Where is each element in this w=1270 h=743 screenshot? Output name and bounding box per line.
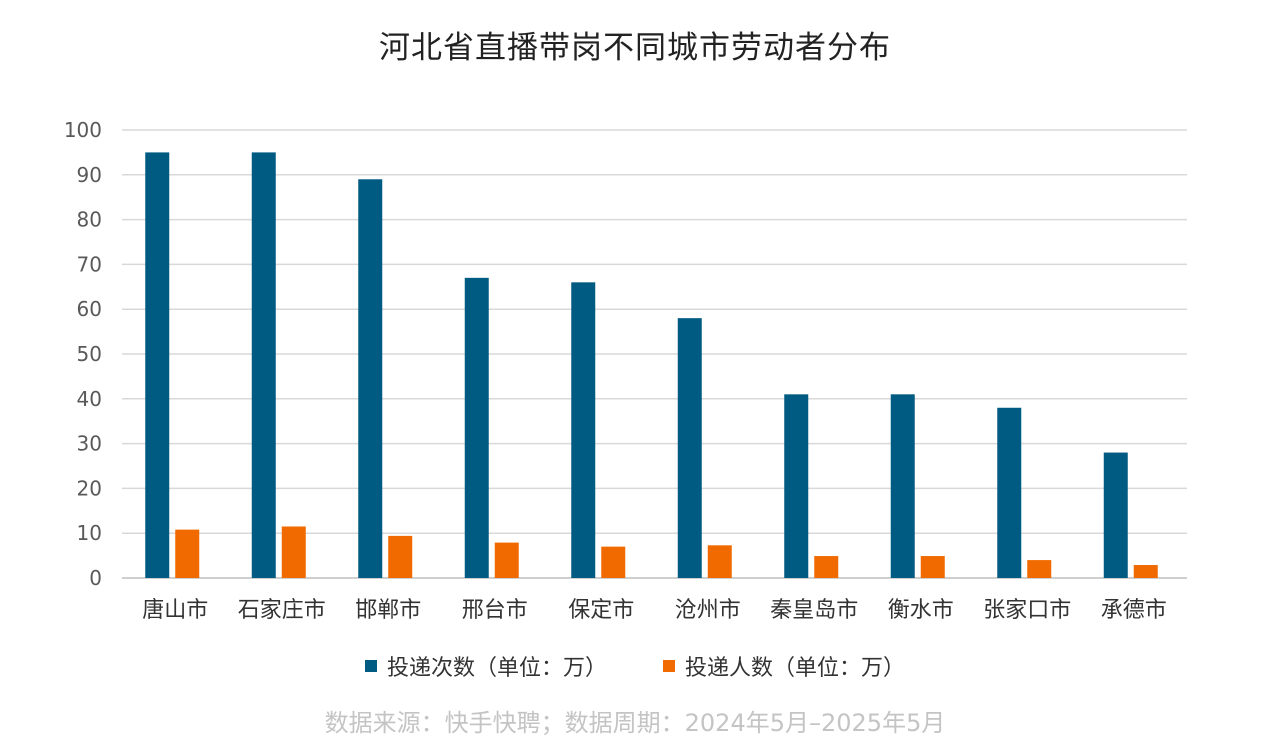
x-tick-label: 保定市 bbox=[568, 598, 634, 623]
bars bbox=[145, 152, 1158, 578]
bar-applicants-9 bbox=[1133, 565, 1158, 578]
x-tick-label: 秦皇岛市 bbox=[770, 598, 858, 623]
x-tick-label: 沧州市 bbox=[675, 598, 741, 623]
y-tick-label: 0 bbox=[89, 566, 102, 590]
bar-submissions-3 bbox=[464, 277, 489, 578]
bar-applicants-2 bbox=[388, 535, 413, 578]
y-tick-label: 70 bbox=[77, 252, 102, 276]
bar-submissions-7 bbox=[890, 394, 915, 578]
bar-submissions-4 bbox=[571, 282, 596, 578]
bar-submissions-9 bbox=[1103, 452, 1128, 578]
y-tick-label: 80 bbox=[77, 208, 102, 232]
y-tick-label: 20 bbox=[77, 476, 102, 500]
y-tick-label: 40 bbox=[77, 387, 102, 411]
bar-submissions-0 bbox=[145, 152, 170, 578]
bar-submissions-2 bbox=[358, 179, 383, 578]
data-source-note: 数据来源：快手快聘；数据周期：2024年5月–2025年5月 bbox=[324, 709, 946, 737]
y-tick-label: 50 bbox=[77, 342, 102, 366]
y-tick-label: 100 bbox=[64, 118, 102, 142]
bar-submissions-1 bbox=[251, 152, 276, 578]
bar-applicants-3 bbox=[494, 542, 519, 578]
y-tick-label: 30 bbox=[77, 432, 102, 456]
legend-swatch-series-2 bbox=[663, 660, 675, 672]
bar-applicants-4 bbox=[601, 546, 626, 578]
bar-applicants-6 bbox=[814, 556, 839, 578]
gridlines bbox=[122, 129, 1187, 579]
chart-title: 河北省直播带岗不同城市劳动者分布 bbox=[379, 30, 891, 66]
x-axis: 唐山市 石家庄市 邯郸市 邢台市 保定市 沧州市 秦皇岛市 衡水市 张家口市 承德市 bbox=[142, 598, 1167, 623]
legend: 投递次数（单位：万） 投递人数（单位：万） bbox=[0, 650, 1270, 682]
legend-item-series-2: 投递人数（单位：万） bbox=[663, 650, 905, 682]
x-tick-label: 衡水市 bbox=[888, 598, 954, 623]
bar-submissions-6 bbox=[784, 394, 809, 578]
x-tick-label: 石家庄市 bbox=[238, 598, 326, 623]
legend-swatch-series-1 bbox=[364, 660, 377, 672]
bar-applicants-8 bbox=[1027, 560, 1052, 578]
legend-label-series-2: 投递人数（单位：万） bbox=[685, 656, 906, 681]
y-tick-label: 90 bbox=[77, 163, 102, 187]
bar-submissions-8 bbox=[997, 407, 1022, 578]
x-tick-label: 邢台市 bbox=[462, 598, 528, 623]
y-tick-label: 60 bbox=[77, 297, 102, 321]
legend-item-series-1: 投递次数（单位：万） bbox=[364, 650, 607, 682]
x-tick-label: 承德市 bbox=[1101, 598, 1167, 623]
bar-submissions-5 bbox=[677, 318, 702, 578]
bar-applicants-5 bbox=[707, 545, 732, 578]
x-tick-label: 唐山市 bbox=[142, 598, 208, 623]
y-axis: 0 10 20 30 40 50 60 70 80 90 100 bbox=[64, 118, 102, 590]
bar-applicants-0 bbox=[175, 529, 200, 578]
bar-applicants-7 bbox=[920, 556, 945, 578]
y-tick-label: 10 bbox=[77, 521, 102, 545]
legend-label-series-1: 投递次数（单位：万） bbox=[386, 656, 607, 681]
x-tick-label: 张家口市 bbox=[983, 598, 1071, 623]
x-tick-label: 邯郸市 bbox=[355, 598, 421, 623]
bar-applicants-1 bbox=[281, 526, 306, 578]
